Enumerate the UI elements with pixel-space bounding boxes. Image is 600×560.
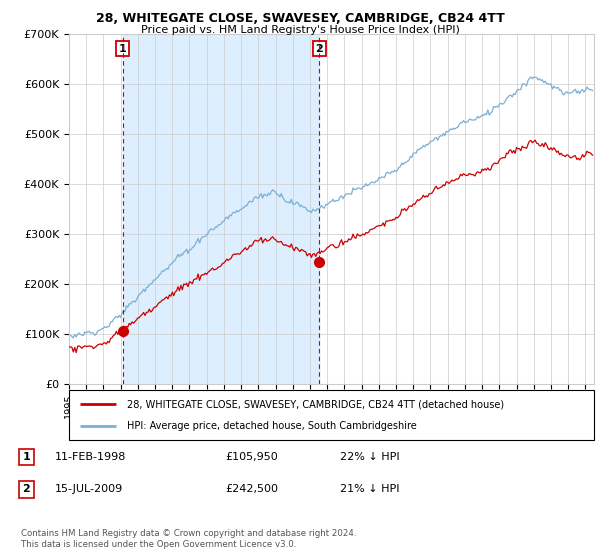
Text: 2: 2 [23,484,30,494]
Text: 1: 1 [23,452,30,462]
Text: 21% ↓ HPI: 21% ↓ HPI [340,484,400,494]
Text: 28, WHITEGATE CLOSE, SWAVESEY, CAMBRIDGE, CB24 4TT: 28, WHITEGATE CLOSE, SWAVESEY, CAMBRIDGE… [95,12,505,25]
Bar [122,34,319,384]
Text: HPI: Average price, detached house, South Cambridgeshire: HPI: Average price, detached house, Sout… [127,421,416,431]
Text: 11-FEB-1998: 11-FEB-1998 [55,452,127,462]
Text: 22% ↓ HPI: 22% ↓ HPI [340,452,400,462]
Text: £105,950: £105,950 [225,452,278,462]
Text: 15-JUL-2009: 15-JUL-2009 [55,484,124,494]
FancyBboxPatch shape [69,390,594,440]
Text: 2: 2 [316,44,323,54]
Text: 1: 1 [119,44,127,54]
Text: Contains HM Land Registry data © Crown copyright and database right 2024.
This d: Contains HM Land Registry data © Crown c… [21,529,356,549]
Text: Price paid vs. HM Land Registry's House Price Index (HPI): Price paid vs. HM Land Registry's House … [140,25,460,35]
Text: £242,500: £242,500 [225,484,278,494]
Text: 28, WHITEGATE CLOSE, SWAVESEY, CAMBRIDGE, CB24 4TT (detached house): 28, WHITEGATE CLOSE, SWAVESEY, CAMBRIDGE… [127,399,504,409]
